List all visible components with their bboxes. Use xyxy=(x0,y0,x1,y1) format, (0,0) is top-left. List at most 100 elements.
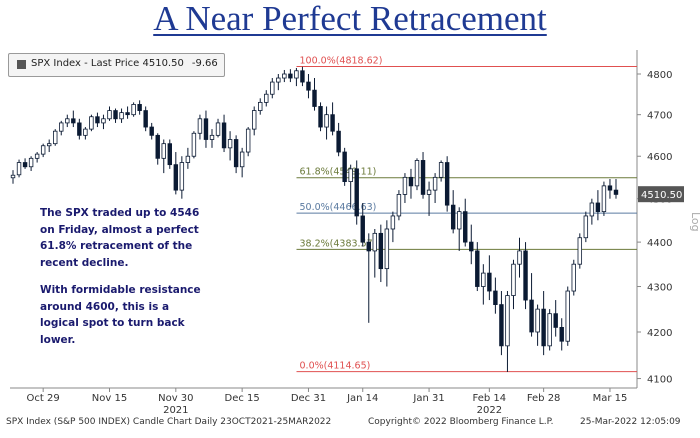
candle-body xyxy=(173,164,179,191)
candle-body xyxy=(167,143,172,166)
y-tick-label: 4800 xyxy=(647,70,672,81)
candle-body xyxy=(294,70,299,79)
candle-body xyxy=(408,176,414,187)
x-tick-label: Jan 31 xyxy=(412,393,444,404)
x-tick-label: Feb 28 xyxy=(527,393,561,404)
y-tick-label: 4100 xyxy=(647,375,672,386)
candle-body xyxy=(475,250,480,287)
candle-body xyxy=(372,232,378,252)
chart-title: A Near Perfect Retracement xyxy=(153,0,547,38)
fib-level-label: 61.8%(4549.11) xyxy=(300,167,377,178)
candle-body xyxy=(59,122,64,132)
candle-body xyxy=(384,228,390,270)
candle-body xyxy=(131,104,136,116)
candle-body xyxy=(137,104,142,111)
candle-body xyxy=(46,143,52,147)
last-price-tag xyxy=(638,186,684,203)
candle-body xyxy=(203,118,209,140)
candle-body xyxy=(155,134,160,159)
candle-body xyxy=(360,215,365,243)
candle-body xyxy=(324,114,329,128)
candle-body xyxy=(330,114,335,132)
candle-body xyxy=(577,237,583,265)
candle-body xyxy=(426,189,432,195)
year-label: 2021 xyxy=(163,405,188,416)
legend-change: -9.66 xyxy=(191,58,218,69)
candle-body xyxy=(607,185,613,191)
candle-body xyxy=(161,143,166,159)
price-legend[interactable]: SPX Index - Last Price 4510.50 -9.66 xyxy=(8,53,225,77)
x-tick-label: Oct 29 xyxy=(27,393,60,404)
candle-body xyxy=(227,139,233,149)
candle-body xyxy=(601,185,607,213)
candle-body xyxy=(113,110,118,120)
candle-body xyxy=(541,308,546,347)
candle-body xyxy=(613,189,619,195)
candle-body xyxy=(83,128,88,136)
candle-body xyxy=(276,77,281,83)
candle-body xyxy=(179,162,185,191)
candle-body xyxy=(28,157,34,168)
y-tick-label: 4200 xyxy=(647,328,672,339)
candle-body xyxy=(535,308,540,333)
footer-chart-info: SPX Index (S&P 500 INDEX) Candle Chart D… xyxy=(6,417,332,427)
candle-body xyxy=(589,202,595,217)
candle-body xyxy=(197,118,203,134)
candle-body xyxy=(336,130,341,153)
candle-body xyxy=(191,132,197,157)
fib-level-label: 0.0%(4114.65) xyxy=(300,361,371,372)
candle-body xyxy=(481,272,486,287)
candle-body xyxy=(16,162,22,176)
candle-body xyxy=(547,313,552,347)
candle-body xyxy=(312,89,317,107)
candle-body xyxy=(77,122,82,136)
candle-body xyxy=(282,73,287,79)
x-tick-label: Dec 31 xyxy=(291,393,326,404)
candle-body xyxy=(444,162,450,206)
candle-body xyxy=(34,153,40,159)
footer-copyright: Copyright© 2022 Bloomberg Finance L.P. xyxy=(368,417,554,427)
candle-body xyxy=(396,194,402,217)
candle-body xyxy=(366,241,371,252)
fib-level-label: 50.0%(4466.63) xyxy=(300,202,377,213)
candle-body xyxy=(300,70,305,83)
candle-body xyxy=(239,151,245,168)
candle-body xyxy=(306,81,311,91)
candle-body xyxy=(390,215,396,230)
candle-body xyxy=(493,290,498,305)
y-tick-label: 4300 xyxy=(647,283,672,294)
candle-body xyxy=(258,101,263,111)
candle-body xyxy=(342,151,347,182)
year-label: 2022 xyxy=(477,405,502,416)
candle-body xyxy=(22,162,28,168)
y-tick-label: 4600 xyxy=(647,152,672,163)
candle-body xyxy=(559,326,564,342)
candle-body xyxy=(378,232,384,270)
candle-body xyxy=(354,168,359,217)
candle-body xyxy=(438,162,444,178)
candle-body xyxy=(450,204,456,230)
candle-body xyxy=(185,155,191,163)
candle-body xyxy=(420,160,426,195)
x-tick-label: Jan 14 xyxy=(346,393,378,404)
candle-body xyxy=(499,304,504,347)
candle-body xyxy=(505,295,510,347)
candle-body xyxy=(53,130,58,145)
candle-body xyxy=(571,263,576,292)
candle-body xyxy=(463,211,468,243)
candle-body xyxy=(432,176,438,191)
candle-body xyxy=(251,110,257,130)
candle-body xyxy=(565,290,570,342)
candle-body xyxy=(553,313,558,328)
y-tick-label: 4700 xyxy=(647,111,672,122)
x-tick-label: Feb 14 xyxy=(473,393,507,404)
y-scale-label: Log xyxy=(689,212,700,232)
candle-body xyxy=(348,168,353,182)
candle-body xyxy=(101,118,106,124)
candle-body xyxy=(40,145,46,155)
x-tick-label: Nov 30 xyxy=(158,393,193,404)
annotation-retracement: The SPX traded up to 4546 on Friday, alm… xyxy=(40,207,200,269)
candle-body xyxy=(469,241,474,252)
candle-body xyxy=(517,250,522,265)
